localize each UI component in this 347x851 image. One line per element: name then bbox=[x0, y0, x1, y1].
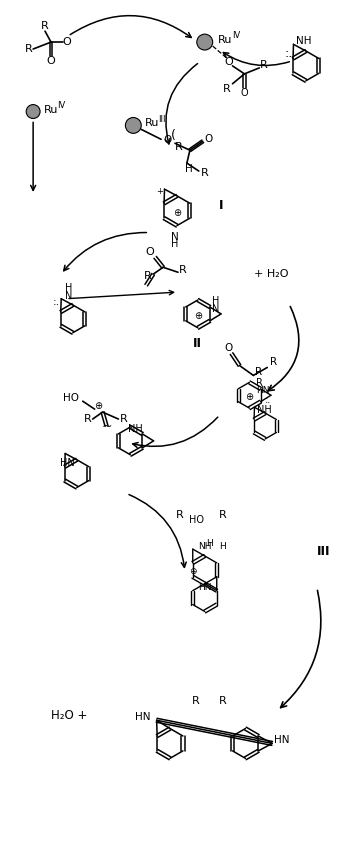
Text: R: R bbox=[201, 168, 209, 178]
Text: Ru: Ru bbox=[44, 105, 58, 115]
Text: R: R bbox=[176, 511, 184, 520]
Text: H: H bbox=[212, 296, 220, 306]
Text: NH: NH bbox=[128, 424, 143, 434]
Text: R: R bbox=[219, 696, 227, 705]
Circle shape bbox=[26, 105, 40, 118]
Text: II: II bbox=[193, 337, 202, 350]
Text: N: N bbox=[66, 291, 73, 300]
Text: HN: HN bbox=[135, 712, 151, 722]
Text: :.: :. bbox=[265, 395, 271, 405]
Text: H: H bbox=[219, 541, 226, 551]
Text: R: R bbox=[255, 368, 262, 378]
Text: R: R bbox=[41, 21, 49, 31]
Text: R: R bbox=[192, 696, 200, 705]
Text: ⊕: ⊕ bbox=[173, 208, 181, 218]
Text: HN: HN bbox=[274, 735, 290, 745]
Text: I: I bbox=[219, 199, 224, 212]
Text: R: R bbox=[223, 83, 230, 94]
Text: R: R bbox=[144, 271, 152, 281]
Text: R: R bbox=[179, 266, 187, 275]
Text: R: R bbox=[260, 60, 267, 70]
Text: N: N bbox=[212, 304, 220, 314]
Text: :.: :. bbox=[53, 297, 60, 306]
Text: ⊕: ⊕ bbox=[94, 401, 103, 411]
Text: ⊕: ⊕ bbox=[189, 568, 197, 576]
Text: ⊕: ⊕ bbox=[194, 311, 202, 321]
Text: HN: HN bbox=[60, 459, 75, 468]
Text: +: + bbox=[156, 186, 163, 196]
Text: III: III bbox=[317, 545, 331, 558]
Text: IV: IV bbox=[232, 31, 241, 40]
Text: N: N bbox=[171, 231, 179, 242]
Text: O: O bbox=[240, 88, 248, 98]
Text: ⊕: ⊕ bbox=[245, 392, 253, 403]
Text: NH: NH bbox=[296, 37, 311, 46]
Text: O: O bbox=[46, 56, 56, 66]
Text: ~: ~ bbox=[101, 420, 112, 432]
Text: HO: HO bbox=[189, 515, 204, 525]
Text: HO: HO bbox=[63, 393, 79, 403]
Text: HN: HN bbox=[256, 386, 270, 395]
Text: O: O bbox=[224, 57, 233, 67]
Text: H: H bbox=[66, 283, 73, 293]
Text: Ru: Ru bbox=[218, 35, 232, 45]
Text: R: R bbox=[175, 142, 183, 152]
Text: O: O bbox=[146, 248, 154, 257]
Text: H: H bbox=[185, 164, 193, 174]
Text: R: R bbox=[270, 357, 277, 367]
Text: O: O bbox=[62, 37, 71, 47]
Text: R: R bbox=[219, 511, 227, 520]
Text: Ru: Ru bbox=[145, 118, 160, 129]
Text: R: R bbox=[25, 44, 33, 54]
Text: NH: NH bbox=[198, 541, 211, 551]
Text: + H₂O: + H₂O bbox=[254, 269, 288, 279]
Text: O: O bbox=[225, 343, 233, 352]
Text: HN: HN bbox=[198, 583, 212, 592]
Text: IV: IV bbox=[57, 101, 65, 110]
Text: NH: NH bbox=[257, 405, 272, 415]
Circle shape bbox=[125, 117, 141, 134]
Text: H: H bbox=[206, 539, 213, 547]
Text: H₂O +: H₂O + bbox=[51, 709, 87, 722]
Text: R: R bbox=[84, 414, 92, 424]
Text: :.: :. bbox=[285, 47, 293, 60]
Text: O: O bbox=[205, 134, 213, 145]
Text: (: ( bbox=[171, 129, 176, 142]
Circle shape bbox=[197, 34, 213, 50]
Text: R: R bbox=[256, 379, 263, 388]
Text: H: H bbox=[171, 239, 179, 249]
Text: O: O bbox=[163, 135, 171, 146]
Text: R: R bbox=[119, 414, 127, 424]
Text: III: III bbox=[158, 115, 166, 124]
